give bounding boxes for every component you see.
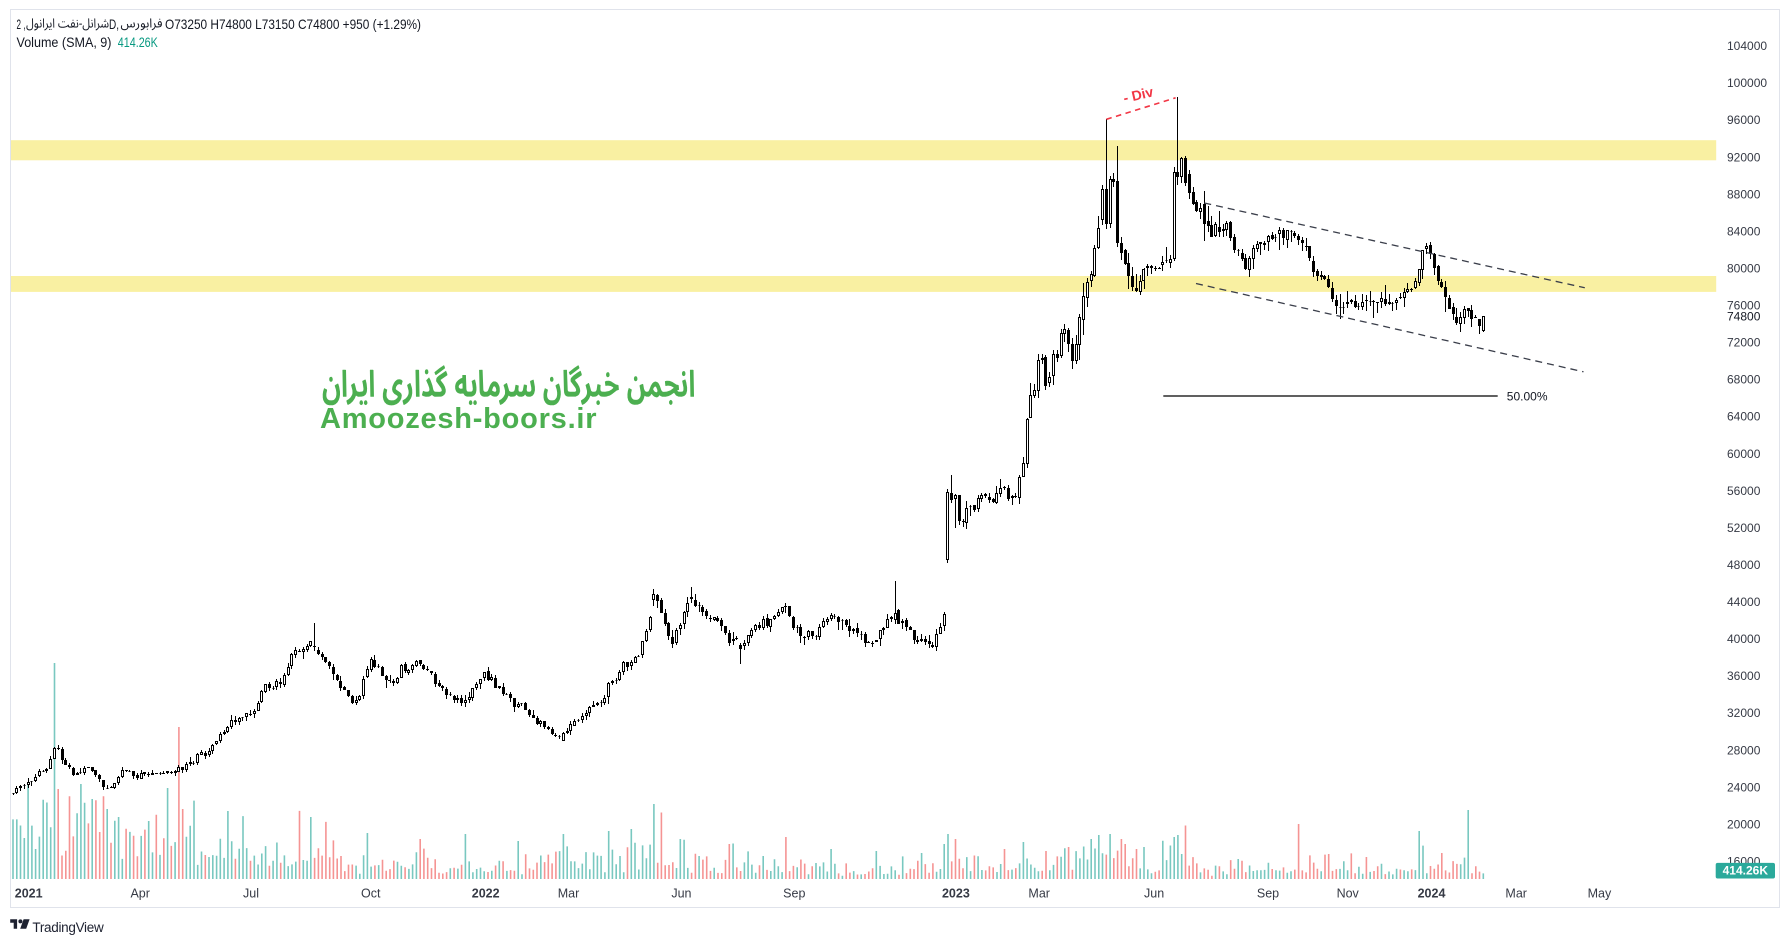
svg-text:Sep: Sep [783, 886, 805, 900]
svg-text:414.26K: 414.26K [118, 34, 158, 50]
svg-text:104000: 104000 [1727, 39, 1767, 53]
svg-text:96000: 96000 [1727, 113, 1761, 127]
svg-text:84000: 84000 [1727, 224, 1761, 238]
svg-text:74800: 74800 [1727, 310, 1761, 324]
svg-text:Sep: Sep [1257, 886, 1279, 900]
svg-text:Mar: Mar [558, 886, 580, 900]
svg-text:50.00%: 50.00% [1507, 390, 1548, 404]
svg-text:72000: 72000 [1727, 336, 1761, 350]
svg-text:Jul: Jul [243, 886, 259, 900]
svg-text:44000: 44000 [1727, 595, 1761, 609]
svg-text:Amoozesh-boors.ir: Amoozesh-boors.ir [320, 403, 597, 435]
svg-text:- Div: - Div [1122, 83, 1155, 105]
svg-text:68000: 68000 [1727, 373, 1761, 387]
svg-text:32000: 32000 [1727, 706, 1761, 720]
svg-text:D,: D, [109, 16, 119, 32]
svg-text:60000: 60000 [1727, 447, 1761, 461]
svg-text:48000: 48000 [1727, 558, 1761, 572]
svg-text:64000: 64000 [1727, 410, 1761, 424]
svg-text:2022: 2022 [472, 886, 500, 900]
svg-text:88000: 88000 [1727, 187, 1761, 201]
svg-text:56000: 56000 [1727, 484, 1761, 498]
svg-text:36000: 36000 [1727, 669, 1761, 683]
svg-text:2021: 2021 [15, 886, 43, 900]
svg-text:2024: 2024 [1418, 886, 1446, 900]
svg-text:Mar: Mar [1505, 886, 1527, 900]
svg-text:40000: 40000 [1727, 632, 1761, 646]
svg-text:92000: 92000 [1727, 150, 1761, 164]
svg-text:Volume (SMA, 9): Volume (SMA, 9) [17, 34, 112, 50]
svg-text:Nov: Nov [1337, 886, 1360, 900]
svg-text:May: May [1588, 886, 1612, 900]
svg-text:2 ,: 2 , [17, 16, 26, 32]
svg-text:24000: 24000 [1727, 780, 1761, 794]
svg-text:Jun: Jun [671, 886, 691, 900]
svg-text:Apr: Apr [130, 886, 149, 900]
svg-text:76000: 76000 [1727, 299, 1761, 313]
svg-text:100000: 100000 [1727, 76, 1767, 90]
svg-text:80000: 80000 [1727, 262, 1761, 276]
svg-text:20000: 20000 [1727, 817, 1761, 831]
svg-text:TradingView: TradingView [32, 920, 104, 935]
svg-text:O73250 H74800 L73150 C74800: O73250 H74800 L73150 C74800 +950 (+1.29%… [165, 16, 421, 32]
svg-text:2023: 2023 [942, 886, 970, 900]
svg-text:52000: 52000 [1727, 521, 1761, 535]
svg-text:Jun: Jun [1144, 886, 1164, 900]
svg-text:Oct: Oct [361, 886, 381, 900]
svg-text:Mar: Mar [1028, 886, 1050, 900]
svg-text:28000: 28000 [1727, 743, 1761, 757]
svg-text:414.26K: 414.26K [1723, 864, 1769, 878]
